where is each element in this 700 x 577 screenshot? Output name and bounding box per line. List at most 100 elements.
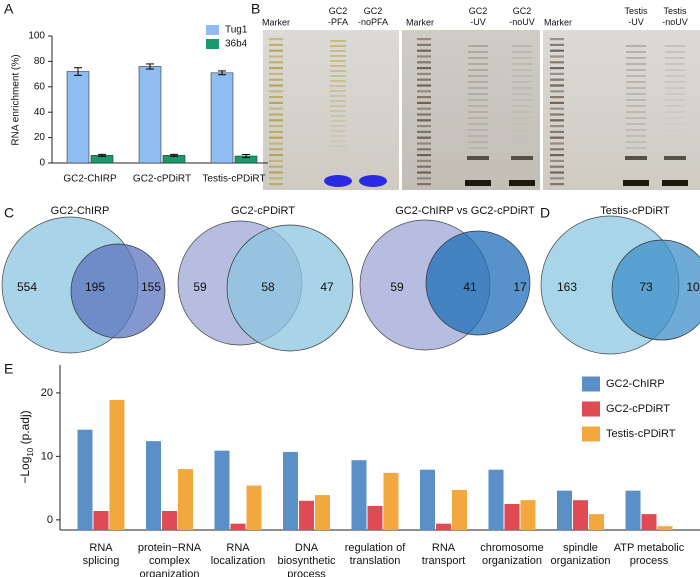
marker-band [550, 113, 564, 116]
venn-set [226, 224, 354, 352]
gel-smear [665, 129, 685, 131]
x-tick-label: DNA biosynthetic process [277, 542, 336, 577]
legend-label: GC2-cPDiRT [606, 403, 670, 415]
venn-count: 58 [261, 280, 275, 294]
venn-count: 47 [320, 280, 334, 294]
marker-band [550, 119, 564, 122]
gel-smear [626, 147, 646, 149]
x-tick-label: Testis-cPDiRT [202, 174, 265, 185]
x-tick-label: ATP metabolic process [614, 542, 685, 567]
marker-band [550, 154, 564, 157]
gel-smear [626, 63, 646, 65]
marker-band [417, 96, 431, 99]
y-axis-label: RNA enrichment (%) [11, 54, 22, 145]
gel-smear [468, 135, 488, 137]
x-tick-label: regulation of translation [345, 542, 406, 567]
gel-smear [468, 57, 488, 59]
marker-band [417, 183, 431, 186]
y-tick-label: 40 [34, 107, 46, 118]
gel-smear [665, 69, 685, 71]
marker-band [269, 142, 283, 145]
lane-label: GC2 -noPFA [358, 6, 388, 27]
marker-band [269, 67, 283, 70]
marker-band [269, 96, 283, 99]
legend-swatch [206, 39, 219, 49]
marker-band [550, 55, 564, 58]
legend-swatch [206, 25, 219, 35]
marker-band [550, 159, 564, 162]
gel-smear [330, 85, 346, 87]
bar [230, 523, 246, 530]
lane-label: Marker [262, 17, 290, 27]
gel-smear [512, 111, 532, 113]
bar [299, 500, 314, 530]
venn-count: 73 [639, 280, 653, 294]
gel-smear [512, 81, 532, 83]
gel-smear [665, 87, 685, 89]
venn-set [611, 239, 700, 341]
gel-smear [512, 63, 532, 65]
marker-band [550, 142, 564, 145]
marker-band [550, 101, 564, 104]
marker-band [269, 177, 283, 180]
gel-smear [665, 45, 685, 47]
gel-smear [330, 80, 346, 82]
gel-smear [512, 75, 532, 77]
gel-smear [468, 87, 488, 89]
marker-band [269, 113, 283, 116]
gel-smear [626, 135, 646, 137]
gel-smear [512, 99, 532, 101]
gel-image [263, 30, 399, 190]
marker-band [550, 49, 564, 52]
legend-label: Tug1 [225, 25, 248, 36]
marker-band [417, 61, 431, 64]
gel-smear [330, 120, 346, 122]
marker-band [269, 154, 283, 157]
error-bar [98, 153, 106, 157]
gel-smear [626, 51, 646, 53]
marker-band [269, 72, 283, 75]
lane-label: GC2 -UV [469, 6, 488, 27]
marker-band [269, 84, 283, 87]
bar [66, 71, 90, 164]
x-tick-label: chromosome organization [480, 542, 544, 567]
gel-smear [512, 105, 532, 107]
marker-band [417, 72, 431, 75]
gel-image [543, 30, 700, 190]
error-bar [146, 63, 154, 70]
bar [367, 505, 383, 530]
gel-smear [512, 57, 532, 59]
gel-smear [330, 45, 346, 47]
y-axis-label-part: (p.adj) [18, 410, 32, 447]
marker-band [269, 38, 283, 41]
gel-smear [512, 69, 532, 71]
lane-label: Testis -noUV [662, 6, 688, 27]
gel-band [511, 156, 533, 160]
gel-band [623, 180, 649, 186]
marker-band [417, 142, 431, 145]
marker-band [550, 125, 564, 128]
marker-band [417, 171, 431, 174]
marker-band [417, 38, 431, 41]
gel-smear [468, 111, 488, 113]
panel-label: B [251, 1, 260, 17]
bar [573, 500, 588, 530]
marker-band [269, 61, 283, 64]
y-tick-label: 20 [41, 387, 53, 399]
venn-set [425, 230, 531, 336]
gel-smear [626, 123, 646, 125]
bar [452, 490, 467, 530]
gel-smear [512, 93, 532, 95]
gel-band [664, 156, 686, 160]
gel-smear [330, 115, 346, 117]
gel-smear [468, 129, 488, 131]
bar [315, 495, 330, 530]
gel-smear [512, 45, 532, 47]
marker-band [417, 159, 431, 162]
gel-smear [468, 147, 488, 149]
gel-smear [665, 117, 685, 119]
y-tick-label: 20 [34, 132, 46, 143]
marker-band [417, 107, 431, 110]
lane-label: GC2 -PFA [328, 6, 348, 27]
